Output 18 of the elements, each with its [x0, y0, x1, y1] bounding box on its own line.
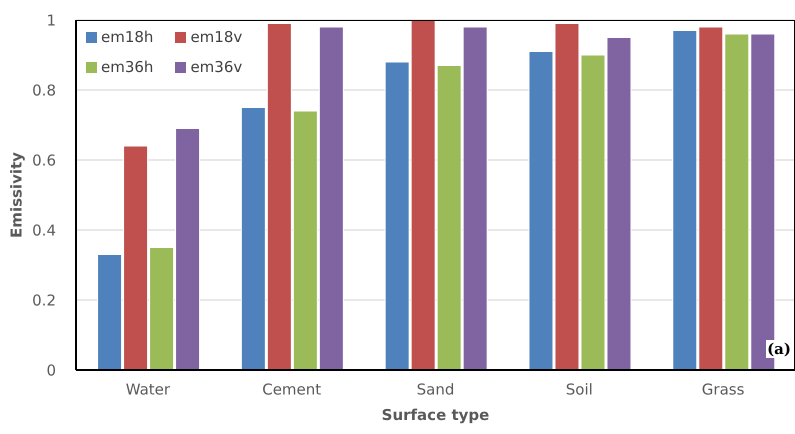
legend-label: em18v — [190, 28, 242, 46]
x-tick-label: Sand — [416, 380, 454, 399]
y-tick-label: 0.4 — [32, 221, 56, 240]
y-tick-label: 1 — [46, 11, 56, 30]
legend-label: em36v — [190, 58, 242, 76]
y-tick-label: 0.8 — [32, 81, 56, 100]
y-tick-label: 0.6 — [32, 151, 56, 170]
y-tick-label: 0 — [46, 361, 56, 380]
x-tick-label: Cement — [262, 380, 322, 399]
x-tick-label: Water — [126, 380, 171, 399]
y-axis-title: Emissivity — [7, 152, 26, 238]
annotation: (a) — [766, 340, 792, 358]
x-tick-label: Grass — [702, 380, 745, 399]
legend-label: em36h — [101, 58, 154, 76]
x-tick-label: Soil — [566, 380, 593, 399]
legend-label: em18h — [101, 28, 154, 46]
x-axis-title: Surface type — [382, 406, 490, 424]
y-tick-label: 0.2 — [32, 291, 56, 310]
